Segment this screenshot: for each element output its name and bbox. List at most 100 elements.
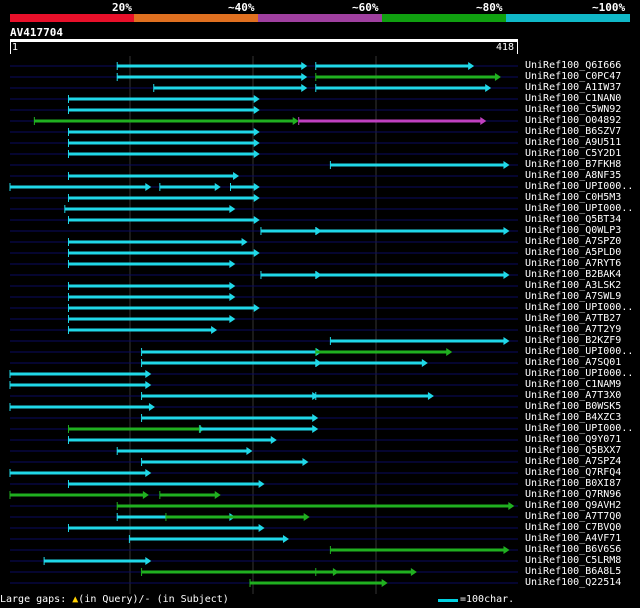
hit-label[interactable]: UniRef100_C0H5M3: [525, 192, 622, 203]
segment-arrowhead: [485, 84, 492, 92]
hit-label[interactable]: UniRef100_B6SZV7: [525, 126, 622, 137]
scale-key-label: =100char.: [460, 594, 515, 605]
hit-label[interactable]: UniRef100_O04892: [525, 115, 622, 126]
hit-label[interactable]: UniRef100_Q7RFQ4: [525, 467, 622, 478]
segment-arrowhead: [253, 249, 260, 257]
segment-arrowhead: [229, 205, 236, 213]
hit-label[interactable]: UniRef100_A7RYT6: [525, 258, 622, 269]
segment-arrowhead: [503, 271, 510, 279]
segment-arrowhead: [214, 183, 221, 191]
segment-arrowhead: [253, 106, 260, 114]
hit-label[interactable]: UniRef100_UPI000..: [525, 181, 634, 192]
segment-arrowhead: [229, 293, 236, 301]
hit-label[interactable]: UniRef100_A7T7Q0: [525, 511, 622, 522]
segment-arrowhead: [253, 216, 260, 224]
hit-label[interactable]: UniRef100_A7SPZ0: [525, 236, 622, 247]
segment-arrowhead: [303, 513, 310, 521]
query-title: AV417704: [10, 26, 63, 39]
segment-arrowhead: [145, 183, 152, 191]
legend-label-80: ~80%: [476, 1, 503, 14]
segment-arrowhead: [258, 524, 265, 532]
hit-label[interactable]: UniRef100_B2KZF9: [525, 335, 622, 346]
hit-label[interactable]: UniRef100_B2BAK4: [525, 269, 622, 280]
footer-query-gap: (in Query)/: [78, 594, 145, 605]
hit-label[interactable]: UniRef100_Q9AVH2: [525, 500, 622, 511]
segment-arrowhead: [480, 117, 487, 125]
segment-arrowhead: [381, 579, 388, 587]
segment-arrowhead: [301, 73, 308, 81]
hit-label[interactable]: UniRef100_B6A8L5: [525, 566, 622, 577]
hit-label[interactable]: UniRef100_UPI000..: [525, 423, 634, 434]
segment-arrowhead: [253, 139, 260, 147]
legend-band-orange: [134, 14, 258, 22]
segment-arrowhead: [503, 227, 510, 235]
hit-label[interactable]: UniRef100_UPI000..: [525, 203, 634, 214]
segment-arrowhead: [446, 348, 453, 356]
hit-label[interactable]: UniRef100_C5WN92: [525, 104, 622, 115]
segment-arrowhead: [233, 172, 240, 180]
hit-label[interactable]: UniRef100_UPI000..: [525, 302, 634, 313]
segment-arrowhead: [258, 480, 265, 488]
segment-arrowhead: [270, 436, 277, 444]
hit-label[interactable]: UniRef100_A7T3X0: [525, 390, 622, 401]
segment-arrowhead: [145, 557, 152, 565]
hit-label[interactable]: UniRef100_A7SPZ4: [525, 456, 622, 467]
segment-arrowhead: [253, 150, 260, 158]
hit-label[interactable]: UniRef100_B7FKH8: [525, 159, 622, 170]
hit-label[interactable]: UniRef100_A8NF35: [525, 170, 622, 181]
legend-label-100: ~100%: [592, 1, 626, 14]
hit-label[interactable]: UniRef100_C7BVQ0: [525, 522, 622, 533]
legend-label-20: 20%: [112, 1, 132, 14]
hit-label[interactable]: UniRef100_A7SWL9: [525, 291, 622, 302]
segment-arrowhead: [301, 84, 308, 92]
segment-arrowhead: [301, 62, 308, 70]
hit-label[interactable]: UniRef100_A9U511: [525, 137, 622, 148]
hit-label[interactable]: UniRef100_C5Y2D1: [525, 148, 622, 159]
segment-arrowhead: [145, 469, 152, 477]
hit-label[interactable]: UniRef100_Q7RN96: [525, 489, 622, 500]
query-gap-icon: ▲: [72, 594, 79, 605]
hit-label[interactable]: UniRef100_B6V6S6: [525, 544, 622, 555]
hit-label[interactable]: UniRef100_C1NAN0: [525, 93, 622, 104]
segment-arrowhead: [292, 117, 299, 125]
hit-label[interactable]: UniRef100_UPI000..: [525, 346, 634, 357]
hit-label[interactable]: UniRef100_A4VF71: [525, 533, 622, 544]
hit-label[interactable]: UniRef100_A5PLD0: [525, 247, 622, 258]
segment-arrowhead: [145, 381, 152, 389]
hit-label[interactable]: UniRef100_A1IW37: [525, 82, 622, 93]
hit-label[interactable]: UniRef100_A7TB27: [525, 313, 622, 324]
hit-label[interactable]: UniRef100_C0PC47: [525, 71, 622, 82]
hit-label[interactable]: UniRef100_C5LRM8: [525, 555, 622, 566]
hit-label[interactable]: UniRef100_Q9Y071: [525, 434, 622, 445]
footer-prefix: Large gaps:: [0, 594, 67, 605]
segment-arrowhead: [229, 260, 236, 268]
segment-arrowhead: [246, 447, 253, 455]
segment-arrowhead: [145, 370, 152, 378]
hit-label[interactable]: UniRef100_B0WSK5: [525, 401, 622, 412]
hit-label[interactable]: UniRef100_Q5BT34: [525, 214, 622, 225]
segment-arrowhead: [211, 326, 218, 334]
hit-label[interactable]: UniRef100_UPI000..: [525, 368, 634, 379]
hit-label[interactable]: UniRef100_Q6I666: [525, 60, 622, 71]
hit-label[interactable]: UniRef100_Q5BXX7: [525, 445, 622, 456]
hit-label[interactable]: UniRef100_B4XZC3: [525, 412, 622, 423]
segment-arrowhead: [253, 95, 260, 103]
query-start-label: 1: [12, 42, 19, 53]
hit-label[interactable]: UniRef100_C1NAM9: [525, 379, 622, 390]
segment-arrowhead: [241, 238, 248, 246]
segment-arrowhead: [253, 194, 260, 202]
hit-label[interactable]: UniRef100_Q0WLP3: [525, 225, 622, 236]
segment-arrowhead: [229, 315, 236, 323]
segment-arrowhead: [253, 304, 260, 312]
hit-label[interactable]: UniRef100_Q22514: [525, 577, 622, 588]
segment-arrowhead: [148, 403, 155, 411]
hit-label[interactable]: UniRef100_B0XI87: [525, 478, 622, 489]
hit-label[interactable]: UniRef100_A7SQ01: [525, 357, 622, 368]
segment-arrowhead: [508, 502, 515, 510]
hit-label[interactable]: UniRef100_A7T2Y9: [525, 324, 622, 335]
hit-label[interactable]: UniRef100_A3LSK2: [525, 280, 622, 291]
segment-arrowhead: [229, 282, 236, 290]
legend-band-green: [382, 14, 506, 22]
segment-arrowhead: [302, 458, 309, 466]
